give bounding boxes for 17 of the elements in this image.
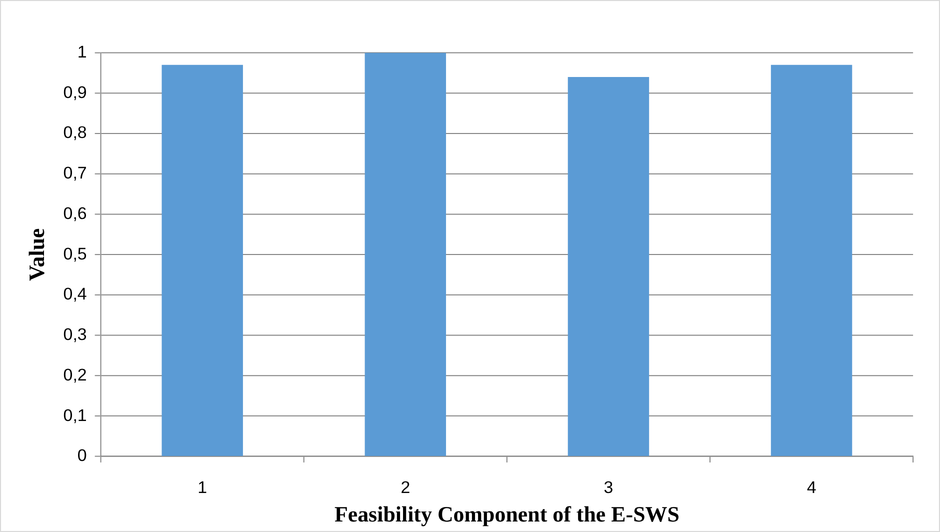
y-tick-label: 0,1 [63,406,87,425]
x-axis-title: Feasibility Component of the E-SWS [334,502,680,527]
x-tick-label: 1 [198,478,208,498]
y-tick-label: 0,4 [63,284,87,304]
x-tick-label: 4 [806,478,816,498]
y-tick-label: 1 [77,42,87,62]
y-tick-label: 0 [77,446,87,466]
y-tick-label: 0,8 [63,123,87,142]
y-tick-label: 0,5 [63,244,87,264]
x-tick-label: 3 [604,478,614,498]
y-axis-title: Value [24,228,49,282]
y-tick-label: 0,6 [63,204,87,223]
y-tick-label: 0,7 [63,164,87,183]
y-tick-label: 0,2 [63,365,87,384]
y-tick-label: 0,3 [63,325,87,344]
y-tick-label: 0,9 [63,82,87,102]
x-tick-label: 2 [400,478,410,498]
